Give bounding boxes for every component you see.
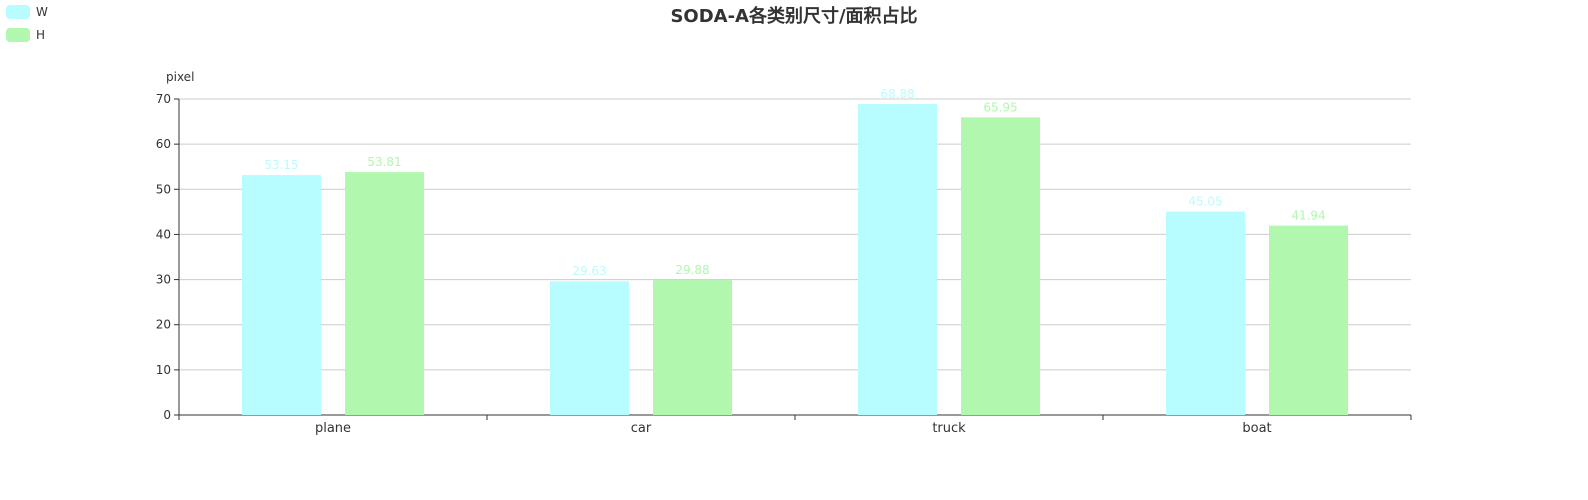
- data-label: 65.95: [983, 100, 1017, 114]
- legend-item-w[interactable]: W: [6, 4, 48, 20]
- y-tick-label: 60: [156, 137, 171, 151]
- y-axis-label: pixel: [166, 70, 194, 84]
- bar-w-truck: [858, 104, 937, 415]
- x-tick-label: boat: [1242, 421, 1271, 436]
- data-label: 41.94: [1291, 209, 1325, 223]
- data-label: 29.88: [675, 263, 709, 277]
- legend-swatch-h: [6, 28, 30, 42]
- bar-w-car: [550, 281, 629, 415]
- data-label: 53.81: [367, 155, 401, 169]
- bar-h-boat: [1269, 225, 1348, 415]
- data-label: 29.63: [572, 264, 606, 278]
- x-tick-label: plane: [315, 421, 351, 436]
- bar-h-car: [653, 280, 732, 415]
- y-tick-label: 70: [156, 92, 171, 106]
- y-tick-label: 20: [156, 318, 171, 332]
- legend-swatch-w: [6, 5, 30, 19]
- legend-item-h[interactable]: H: [6, 27, 45, 43]
- data-label: 68.88: [880, 87, 914, 101]
- y-tick-label: 40: [156, 227, 171, 241]
- y-tick-label: 30: [156, 273, 171, 287]
- y-tick-label: 50: [156, 182, 171, 196]
- data-label: 53.15: [264, 158, 298, 172]
- bar-h-plane: [345, 172, 424, 415]
- legend-label-h: H: [36, 28, 46, 42]
- bar-h-truck: [961, 117, 1040, 415]
- legend-label-w: W: [36, 5, 48, 19]
- y-tick-label: 10: [156, 363, 171, 377]
- chart-title: SODA-A各类别尺寸/面积占比: [670, 6, 918, 27]
- data-label: 45.05: [1188, 195, 1222, 209]
- x-tick-label: car: [631, 421, 652, 436]
- x-tick-label: truck: [932, 421, 966, 436]
- bar-w-plane: [242, 175, 321, 415]
- bar-w-boat: [1166, 211, 1245, 415]
- y-tick-label: 0: [163, 408, 171, 422]
